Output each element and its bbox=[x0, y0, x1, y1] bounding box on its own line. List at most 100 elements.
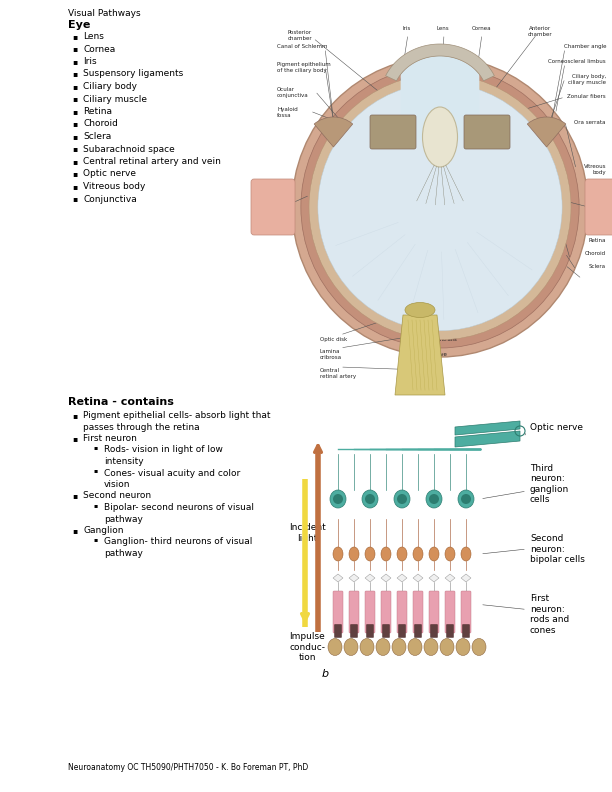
Text: Sclera: Sclera bbox=[589, 264, 606, 269]
Text: pathway: pathway bbox=[104, 515, 143, 524]
Polygon shape bbox=[445, 574, 455, 582]
Text: Visual Pathways: Visual Pathways bbox=[68, 9, 141, 18]
Text: ▪: ▪ bbox=[72, 120, 77, 128]
Ellipse shape bbox=[445, 547, 455, 561]
Circle shape bbox=[333, 494, 343, 504]
Text: Medial
rectus: Medial rectus bbox=[277, 192, 295, 203]
Text: Optic nerve: Optic nerve bbox=[83, 169, 136, 178]
Polygon shape bbox=[401, 56, 479, 139]
Text: Subarachnoid space: Subarachnoid space bbox=[83, 144, 175, 154]
Text: ▪: ▪ bbox=[72, 144, 77, 154]
Text: Retina: Retina bbox=[589, 238, 606, 243]
Text: Second neuron: Second neuron bbox=[83, 492, 151, 501]
Text: Retina - contains: Retina - contains bbox=[68, 397, 174, 407]
Text: ▪: ▪ bbox=[72, 82, 77, 91]
Text: Choroid: Choroid bbox=[585, 251, 606, 256]
Ellipse shape bbox=[405, 303, 435, 318]
Ellipse shape bbox=[458, 490, 474, 508]
Text: Iris: Iris bbox=[403, 26, 411, 31]
Ellipse shape bbox=[424, 638, 438, 656]
Ellipse shape bbox=[376, 638, 390, 656]
Text: Central
retinal artery: Central retinal artery bbox=[320, 368, 356, 379]
Text: Vitreous body: Vitreous body bbox=[83, 182, 146, 191]
Text: Ocular
conjunctiva: Ocular conjunctiva bbox=[277, 87, 308, 97]
Text: Anterior
chamber: Anterior chamber bbox=[528, 26, 552, 36]
Polygon shape bbox=[349, 574, 359, 582]
Polygon shape bbox=[455, 431, 520, 447]
FancyBboxPatch shape bbox=[463, 625, 469, 638]
Ellipse shape bbox=[440, 638, 454, 656]
FancyBboxPatch shape bbox=[351, 625, 357, 638]
Ellipse shape bbox=[309, 74, 571, 340]
Ellipse shape bbox=[360, 638, 374, 656]
FancyBboxPatch shape bbox=[367, 625, 373, 638]
Text: Ciliary muscle: Ciliary muscle bbox=[83, 94, 147, 104]
Text: ▪: ▪ bbox=[72, 182, 77, 191]
Text: Posterior
chamber: Posterior chamber bbox=[288, 30, 312, 41]
Ellipse shape bbox=[429, 547, 439, 561]
Text: ▪: ▪ bbox=[72, 434, 77, 443]
Ellipse shape bbox=[422, 107, 458, 167]
Text: Choroid: Choroid bbox=[83, 120, 118, 128]
Ellipse shape bbox=[301, 66, 579, 348]
Ellipse shape bbox=[318, 83, 562, 331]
Text: Conjunctiva: Conjunctiva bbox=[83, 195, 136, 204]
Text: Lamina
cribrosa: Lamina cribrosa bbox=[320, 349, 342, 360]
Polygon shape bbox=[395, 315, 445, 395]
FancyBboxPatch shape bbox=[445, 591, 455, 633]
Text: ▪: ▪ bbox=[72, 492, 77, 501]
Text: Ciliary body,
ciliary muscle: Ciliary body, ciliary muscle bbox=[568, 74, 606, 85]
Text: ▪: ▪ bbox=[72, 70, 77, 78]
FancyBboxPatch shape bbox=[430, 625, 438, 638]
FancyBboxPatch shape bbox=[333, 591, 343, 633]
Text: Lens: Lens bbox=[83, 32, 104, 41]
Text: vision: vision bbox=[104, 480, 130, 489]
Text: Cornea: Cornea bbox=[472, 26, 492, 31]
Text: Iris: Iris bbox=[83, 57, 97, 66]
Text: First
neuron:
rods and
cones: First neuron: rods and cones bbox=[530, 595, 569, 634]
Text: Optic nerve: Optic nerve bbox=[415, 352, 447, 357]
Ellipse shape bbox=[349, 547, 359, 561]
FancyBboxPatch shape bbox=[335, 625, 341, 638]
Text: Suspensory ligaments: Suspensory ligaments bbox=[83, 70, 183, 78]
Ellipse shape bbox=[365, 547, 375, 561]
Circle shape bbox=[461, 494, 471, 504]
Ellipse shape bbox=[413, 547, 423, 561]
Ellipse shape bbox=[394, 490, 410, 508]
Text: Ganglion- third neurons of visual: Ganglion- third neurons of visual bbox=[104, 538, 252, 546]
FancyBboxPatch shape bbox=[447, 625, 453, 638]
Text: Central retinal artery and vein: Central retinal artery and vein bbox=[83, 157, 221, 166]
Text: Cornea: Cornea bbox=[83, 44, 115, 54]
Wedge shape bbox=[314, 117, 353, 147]
Text: ▪: ▪ bbox=[72, 526, 77, 535]
Text: Incident
light: Incident light bbox=[289, 524, 326, 543]
Text: Eye: Eye bbox=[68, 20, 91, 30]
Polygon shape bbox=[461, 574, 471, 582]
Text: Impulse
conduc-
tion: Impulse conduc- tion bbox=[289, 632, 325, 662]
Text: pathway: pathway bbox=[104, 549, 143, 558]
Text: Cones- visual acuity and color: Cones- visual acuity and color bbox=[104, 469, 241, 478]
FancyBboxPatch shape bbox=[381, 591, 391, 633]
Text: ▪: ▪ bbox=[93, 445, 97, 451]
Text: Rods- vision in light of low: Rods- vision in light of low bbox=[104, 445, 223, 455]
Text: Canal of Schlemm: Canal of Schlemm bbox=[277, 44, 327, 49]
Text: ▪: ▪ bbox=[93, 538, 97, 543]
Text: Pigment epithelium
of the ciliary body: Pigment epithelium of the ciliary body bbox=[277, 62, 330, 73]
Polygon shape bbox=[386, 44, 494, 81]
Text: Second
neuron:
bipolar cells: Second neuron: bipolar cells bbox=[530, 534, 585, 564]
Polygon shape bbox=[381, 574, 391, 582]
Text: ▪: ▪ bbox=[72, 411, 77, 420]
Polygon shape bbox=[365, 574, 375, 582]
Polygon shape bbox=[333, 574, 343, 582]
Polygon shape bbox=[429, 574, 439, 582]
Text: passes through the retina: passes through the retina bbox=[83, 422, 200, 432]
Ellipse shape bbox=[292, 57, 588, 357]
Ellipse shape bbox=[426, 490, 442, 508]
Text: Hyaloid
fossa: Hyaloid fossa bbox=[277, 107, 298, 118]
FancyBboxPatch shape bbox=[398, 625, 406, 638]
Text: b: b bbox=[321, 669, 329, 679]
Ellipse shape bbox=[381, 547, 391, 561]
Text: ▪: ▪ bbox=[93, 503, 97, 508]
Text: Pigment epithelial cells- absorb light that: Pigment epithelial cells- absorb light t… bbox=[83, 411, 271, 420]
FancyBboxPatch shape bbox=[251, 179, 295, 235]
